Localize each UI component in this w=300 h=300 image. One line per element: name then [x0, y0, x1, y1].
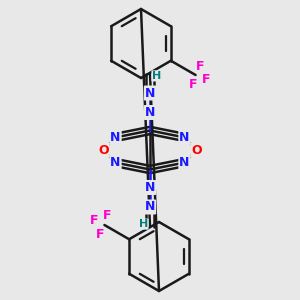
Text: F: F	[202, 73, 211, 86]
Text: F: F	[96, 227, 104, 241]
Text: F: F	[89, 214, 98, 227]
Text: N: N	[145, 106, 155, 119]
Text: O: O	[191, 143, 202, 157]
Text: N: N	[145, 200, 155, 214]
Text: N: N	[179, 156, 190, 169]
Text: N: N	[179, 131, 190, 144]
Text: N: N	[145, 181, 155, 194]
Text: F: F	[103, 208, 111, 222]
Text: N: N	[110, 131, 121, 144]
Text: F: F	[189, 78, 197, 92]
Text: H: H	[139, 219, 148, 229]
Text: F: F	[196, 59, 204, 73]
Text: H: H	[152, 71, 161, 81]
Text: N: N	[145, 86, 155, 100]
Text: N: N	[110, 156, 121, 169]
Text: O: O	[98, 143, 109, 157]
